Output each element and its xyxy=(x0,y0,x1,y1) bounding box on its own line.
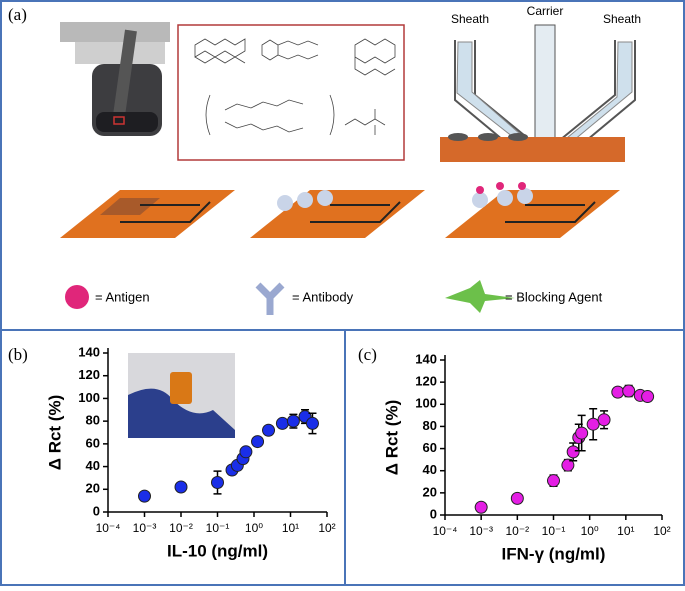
x-tick-label: 10⁻² xyxy=(505,524,529,538)
x-tick-label: 10² xyxy=(653,524,670,538)
chemical-structures xyxy=(194,38,396,136)
data-point xyxy=(275,416,289,430)
nozzle-label: Sheath xyxy=(451,12,489,26)
data-point xyxy=(211,475,224,489)
x-tick-label: 10⁻³ xyxy=(133,521,157,535)
chemistry-box xyxy=(177,24,405,161)
y-tick-label: 140 xyxy=(78,344,100,359)
y-tick-label: 0 xyxy=(93,503,100,518)
x-axis-label: IL-10 (ng/ml) xyxy=(167,541,268,560)
panel-label: (a) xyxy=(8,5,27,24)
x-tick-label: 10⁻¹ xyxy=(542,524,566,538)
nozzle-label: Sheath xyxy=(603,12,641,26)
data-point xyxy=(611,385,625,399)
x-tick-label: 10⁰ xyxy=(245,521,263,535)
y-tick-label: 60 xyxy=(423,440,437,455)
sensor-chips xyxy=(60,182,620,238)
y-tick-label: 120 xyxy=(78,367,100,382)
legend-label: = Blocking Agent xyxy=(505,289,603,304)
data-point xyxy=(138,489,151,503)
data-point xyxy=(262,423,276,437)
y-tick-label: 120 xyxy=(415,374,437,389)
x-tick-label: 10⁻¹ xyxy=(206,521,230,535)
y-tick-label: 60 xyxy=(86,435,100,450)
x-tick-label: 10¹ xyxy=(617,524,634,538)
x-tick-label: 10² xyxy=(318,521,335,535)
y-tick-label: 40 xyxy=(423,462,437,477)
y-tick-label: 80 xyxy=(423,418,437,433)
y-tick-label: 140 xyxy=(415,351,437,366)
y-tick-label: 20 xyxy=(86,481,100,496)
panel-label: (c) xyxy=(358,345,377,364)
data-point xyxy=(547,474,560,488)
data-point xyxy=(566,445,580,459)
legend-label: = Antibody xyxy=(292,289,354,304)
data-point xyxy=(561,458,575,472)
data-point xyxy=(251,435,265,449)
legend-label: = Antigen xyxy=(95,289,150,304)
data-point xyxy=(474,500,488,514)
x-tick-label: 10¹ xyxy=(282,521,299,535)
blocking-agent-icon xyxy=(445,280,515,313)
data-point xyxy=(510,491,524,505)
y-axis-label: Δ Rct (%) xyxy=(45,395,64,471)
inset-photo xyxy=(128,353,235,438)
data-point xyxy=(586,417,600,431)
data-point xyxy=(597,413,611,427)
data-point xyxy=(239,445,253,459)
nozzle-label: Carrier xyxy=(527,4,564,18)
data-point xyxy=(641,390,655,404)
nozzle-diagram xyxy=(440,24,636,162)
y-tick-label: 100 xyxy=(415,396,437,411)
antigen-icon xyxy=(65,285,89,309)
y-tick-label: 80 xyxy=(86,413,100,428)
data-point xyxy=(286,414,300,428)
x-tick-label: 10⁻³ xyxy=(469,524,493,538)
x-tick-label: 10⁻² xyxy=(169,521,193,535)
x-axis-label: IFN-γ (ng/ml) xyxy=(502,544,606,563)
panel-c-border xyxy=(344,329,685,586)
data-point xyxy=(305,416,319,430)
y-tick-label: 20 xyxy=(423,484,437,499)
y-tick-label: 0 xyxy=(430,506,437,521)
x-tick-label: 10⁰ xyxy=(581,524,599,538)
x-tick-label: 10⁻⁴ xyxy=(433,524,458,538)
antibody-icon xyxy=(255,282,285,315)
panel-label: (b) xyxy=(8,345,28,364)
vial-photo xyxy=(60,22,170,136)
data-point xyxy=(575,426,589,440)
data-point xyxy=(622,384,636,398)
x-tick-label: 10⁻⁴ xyxy=(96,521,121,535)
y-tick-label: 100 xyxy=(78,390,100,405)
y-tick-label: 40 xyxy=(86,458,100,473)
y-axis-label: Δ Rct (%) xyxy=(382,400,401,476)
data-point xyxy=(174,480,188,494)
